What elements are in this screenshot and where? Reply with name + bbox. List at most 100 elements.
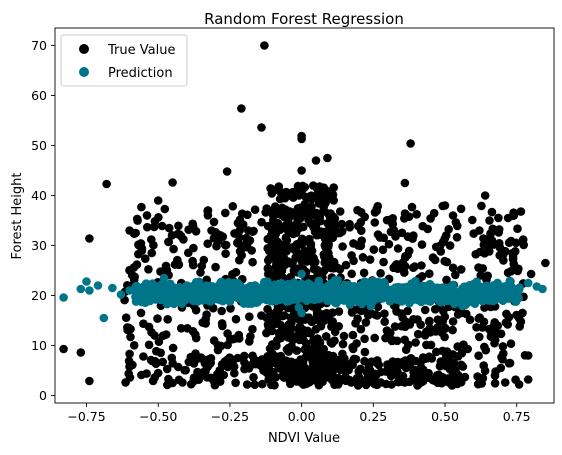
true-value-point: [519, 235, 528, 244]
true-value-point: [477, 202, 486, 211]
true-value-point: [152, 359, 161, 368]
true-value-point: [504, 214, 513, 223]
y-tick-label: 40: [31, 188, 47, 203]
true-value-point: [293, 346, 302, 355]
true-value-point: [312, 223, 321, 232]
true-value-point: [192, 306, 201, 315]
true-value-point: [268, 340, 277, 349]
true-value-point: [161, 205, 170, 214]
true-value-point: [434, 371, 443, 380]
true-value-point: [513, 224, 522, 233]
prediction-point: [409, 295, 418, 304]
true-value-point: [352, 355, 361, 364]
true-value-point: [177, 324, 186, 333]
true-value-point: [441, 201, 450, 210]
true-value-point: [507, 339, 516, 348]
prediction-point: [140, 285, 149, 294]
prediction-point: [190, 287, 199, 296]
true-value-point: [297, 135, 306, 144]
true-value-point: [485, 216, 494, 225]
true-value-point: [297, 332, 306, 341]
true-value-point: [229, 202, 238, 211]
true-value-point: [440, 257, 449, 266]
true-value-point: [357, 208, 366, 217]
true-value-point: [345, 220, 354, 229]
true-value-point: [370, 334, 379, 343]
true-value-point: [501, 378, 510, 387]
true-value-point: [287, 324, 296, 333]
true-value-point: [168, 354, 177, 363]
true-value-point: [323, 219, 332, 228]
true-value-point: [147, 328, 156, 337]
legend: True Value Prediction: [61, 35, 187, 86]
true-value-point: [462, 310, 471, 319]
true-value-point: [475, 333, 484, 342]
true-value-point: [321, 367, 330, 376]
true-value-point: [499, 250, 508, 259]
true-value-point: [293, 207, 302, 216]
true-value-point: [348, 308, 357, 317]
true-value-point: [152, 347, 161, 356]
true-value-point: [174, 363, 183, 372]
true-value-point: [125, 226, 134, 235]
true-value-point: [122, 313, 131, 322]
true-value-point: [269, 317, 278, 326]
true-value-point: [482, 346, 491, 355]
true-value-point: [491, 379, 500, 388]
true-value-point: [249, 373, 258, 382]
true-value-point: [297, 166, 306, 175]
true-value-point: [401, 253, 410, 262]
true-value-point: [475, 226, 484, 235]
true-value-point: [471, 250, 480, 259]
true-value-point: [527, 270, 536, 279]
true-value-point: [185, 358, 194, 367]
true-value-point: [312, 376, 321, 385]
true-value-point: [379, 246, 388, 255]
true-value-point: [159, 331, 168, 340]
x-axis-label: NDVI Value: [268, 431, 340, 446]
true-value-point: [133, 260, 142, 269]
true-value-point: [315, 352, 324, 361]
true-value-point: [479, 361, 488, 370]
true-value-point: [184, 225, 193, 234]
prediction-point: [426, 297, 435, 306]
true-value-point: [406, 139, 415, 148]
true-value-point: [210, 218, 219, 227]
true-value-point: [184, 249, 193, 258]
true-value-point: [279, 370, 288, 379]
prediction-point: [175, 284, 184, 293]
true-value-point: [426, 214, 435, 223]
true-value-point: [451, 271, 460, 280]
true-value-point: [201, 315, 210, 324]
true-value-point: [196, 268, 205, 277]
true-value-point: [221, 249, 230, 258]
prediction-point: [433, 283, 442, 292]
true-value-point: [153, 314, 162, 323]
true-value-point: [406, 320, 415, 329]
true-value-point: [345, 376, 354, 385]
prediction-point: [85, 286, 94, 295]
y-tick-label: 30: [31, 238, 47, 253]
true-value-point: [335, 364, 344, 373]
true-value-point: [394, 244, 403, 253]
true-value-point: [143, 211, 152, 220]
true-value-point: [335, 307, 344, 316]
true-value-point: [125, 350, 134, 359]
true-value-point: [232, 315, 241, 324]
true-value-point: [418, 240, 427, 249]
true-value-point: [147, 235, 156, 244]
true-value-point: [295, 371, 304, 380]
true-value-point: [289, 189, 298, 198]
true-value-point: [463, 345, 472, 354]
true-value-point: [515, 380, 524, 389]
true-value-point: [284, 333, 293, 342]
true-value-point: [408, 234, 417, 243]
prediction-point: [372, 283, 381, 292]
true-value-point: [398, 359, 407, 368]
prediction-point: [289, 288, 298, 297]
true-value-point: [453, 342, 462, 351]
true-value-point: [441, 324, 450, 333]
true-value-point: [301, 204, 310, 213]
true-value-point: [312, 156, 321, 165]
